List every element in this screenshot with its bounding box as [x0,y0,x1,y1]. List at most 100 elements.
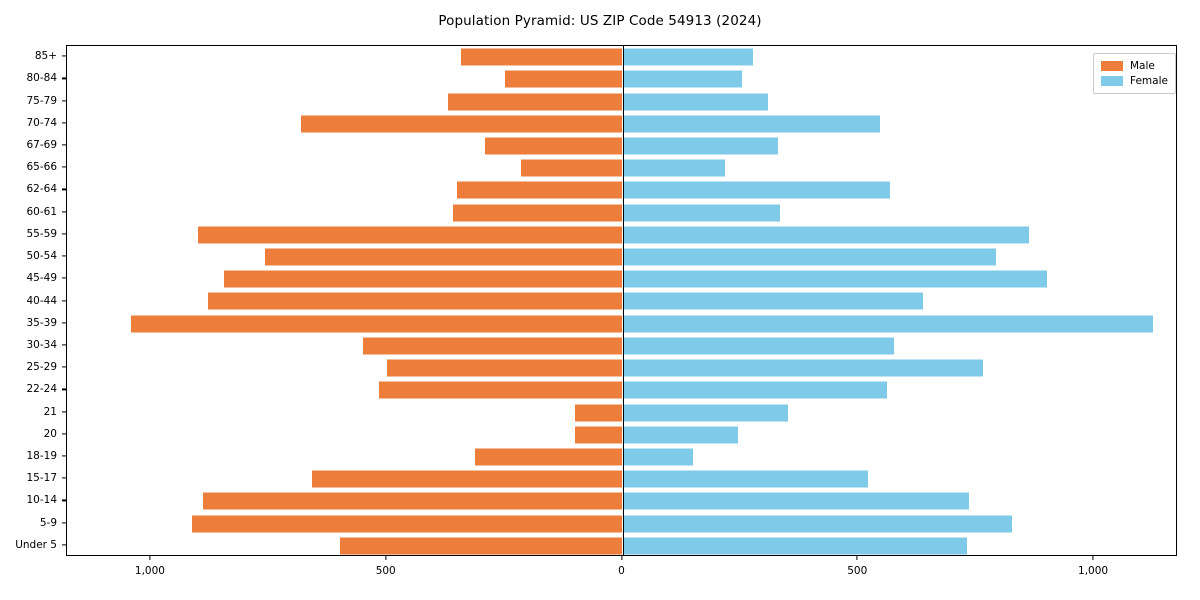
bar-male-50-54 [265,248,623,266]
legend-swatch-female [1101,75,1123,86]
y-tick-mark [62,99,66,102]
y-tick-mark [62,522,66,524]
legend-swatch-male [1101,60,1123,71]
bar-row [67,46,1176,68]
y-tick-mark [62,344,66,346]
bar-female-35-39 [622,315,1154,333]
bar-male-75-79 [448,93,623,111]
bar-row [67,135,1176,157]
y-tick-label: 60-61 [26,205,57,218]
bar-male-25-29 [386,359,623,377]
bar-male-21 [575,404,623,422]
y-tick-label: 75-79 [26,94,57,107]
y-tick-mark [62,122,66,124]
bar-row [67,290,1176,312]
y-tick-label: 80-84 [26,72,57,85]
bar-female-10-14 [622,492,970,510]
bar-male-55-59 [198,226,623,244]
bar-male-65-66 [521,159,623,177]
bar-female-55-59 [622,226,1029,244]
y-tick-mark [62,366,66,368]
y-tick-label: 65-66 [26,161,57,174]
bar-row [67,535,1176,555]
bar-female-62-64 [622,181,891,199]
bar-row [67,224,1176,246]
bar-female-under-5 [622,537,967,555]
y-tick-label: 67-69 [26,138,57,151]
y-tick-mark [62,211,66,213]
bar-row [67,468,1176,490]
bar-female-65-66 [622,159,726,177]
bar-male-60-61 [452,204,623,222]
bar-male-5-9 [192,515,623,533]
y-tick-label: 50-54 [26,250,57,263]
y-tick-label: 15-17 [26,472,57,485]
bar-row [67,313,1176,335]
y-tick-mark [62,55,66,57]
bar-female-45-49 [622,270,1047,288]
y-tick-label: 70-74 [26,116,57,129]
bar-row [67,401,1176,423]
bar-female-75-79 [622,93,768,111]
y-tick-mark [62,544,66,546]
x-tick-mark [620,556,623,560]
bar-female-20 [622,426,739,444]
bar-female-80-84 [622,70,743,88]
legend-entry-male[interactable]: Male [1101,58,1168,73]
y-tick-mark [62,255,66,257]
y-tick-label: 85+ [34,50,57,63]
y-tick-label: 20 [43,427,57,440]
bar-male-under-5 [339,537,623,555]
bar-male-18-19 [475,448,623,466]
bar-row [67,246,1176,268]
bar-female-70-74 [622,115,880,133]
bar-female-85- [622,48,753,66]
bar-row [67,90,1176,112]
bar-male-15-17 [312,470,623,488]
y-tick-mark [62,77,66,79]
bar-row [67,357,1176,379]
bar-female-40-44 [622,292,924,310]
bar-female-22-24 [622,381,887,399]
bar-male-22-24 [379,381,623,399]
x-tick-mark [149,556,151,560]
y-tick-label: 62-64 [26,183,57,196]
bar-row [67,157,1176,179]
bar-female-18-19 [622,448,694,466]
legend-label-male: Male [1130,59,1155,72]
bar-male-67-69 [484,137,623,155]
y-tick-label: 40-44 [26,294,57,307]
y-tick-mark [62,144,66,146]
x-tick-label: 500 [375,565,396,577]
zero-axis-line [622,46,624,555]
x-tick-mark [1092,556,1094,560]
bar-male-62-64 [456,181,623,199]
y-tick-mark [62,433,66,435]
bar-row [67,424,1176,446]
x-tick-label: 0 [618,565,625,577]
x-tick-label: 1,000 [134,565,165,577]
x-tick-label: 1,000 [1078,565,1109,577]
bar-female-60-61 [622,204,780,222]
bar-row [67,179,1176,201]
y-tick-label: 45-49 [26,272,57,285]
y-tick-mark [62,499,66,502]
x-tick-mark [856,556,858,560]
legend-entry-female[interactable]: Female [1101,73,1168,88]
y-tick-mark [62,410,66,413]
y-tick-mark [62,455,66,457]
bar-female-25-29 [622,359,984,377]
chart-title: Population Pyramid: US ZIP Code 54913 (2… [438,13,762,29]
chart-legend: Male Female [1093,53,1176,94]
plot-inner [67,46,1176,555]
bar-row [67,202,1176,224]
y-tick-label: 22-24 [26,383,57,396]
y-tick-mark [62,233,66,235]
bar-row [67,113,1176,135]
bar-row [67,379,1176,401]
bar-male-70-74 [300,115,623,133]
bar-female-30-34 [622,337,895,355]
bar-male-80-84 [504,70,623,88]
y-tick-mark [62,299,66,302]
